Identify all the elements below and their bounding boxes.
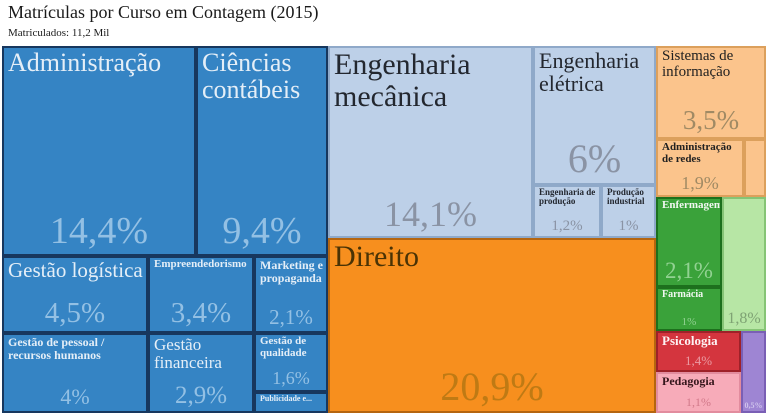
- cell-value: 1%: [681, 316, 697, 328]
- cell-value: 2,1%: [665, 258, 713, 283]
- cell-value: 9,4%: [222, 210, 302, 252]
- treemap-cell-gestao-de-pessoal[interactable]: Gestão de pessoal / recursos humanos 4%: [2, 333, 148, 413]
- treemap-cell-enfermagem[interactable]: Enfermagem 2,1%: [656, 197, 722, 287]
- treemap-area: Administração 14,4% Ciências contábeis 9…: [2, 46, 766, 413]
- cell-value: 6%: [567, 136, 622, 181]
- cell-label: Ciências contábeis: [202, 48, 301, 105]
- treemap-cell-pedagogia[interactable]: Pedagogia 1,1%: [656, 372, 741, 413]
- treemap-cell-engenharia-de-producao[interactable]: Engenharia de produção 1,2%: [533, 185, 601, 238]
- cell-value: 14,4%: [49, 210, 149, 252]
- cell-value: 14,1%: [384, 194, 477, 234]
- cell-label: Direito: [334, 240, 419, 273]
- cell-value: 0,5%: [744, 401, 763, 410]
- cell-value: 1,2%: [551, 218, 583, 234]
- cell-value: 4,5%: [44, 297, 106, 329]
- treemap-cell-administracao[interactable]: Administração 14,4%: [2, 46, 196, 256]
- cell-value: 3,4%: [170, 297, 232, 329]
- treemap-cell-farmacia[interactable]: Farmácia 1%: [656, 287, 722, 331]
- cell-value: 20,9%: [440, 364, 544, 409]
- cell-label: Engenharia elétrica: [539, 48, 640, 97]
- cell-label: Administração: [8, 48, 162, 77]
- cell-value: 1,9%: [681, 173, 719, 193]
- treemap-cell-administracao-de-redes[interactable]: Administração de redes 1,9%: [656, 139, 744, 197]
- cell-label: Enfermagem: [662, 199, 722, 211]
- cell-label: Empreendedorismo: [154, 258, 247, 270]
- cell-label: Administração de redes: [662, 141, 732, 165]
- cell-value: 4%: [60, 384, 90, 409]
- cell-label: Pedagogia: [662, 374, 715, 388]
- cell-label: Gestão de pessoal / recursos humanos: [8, 335, 105, 362]
- treemap-cell-engenharia-eletrica[interactable]: Engenharia elétrica 6%: [533, 46, 656, 185]
- treemap-cell-gestao-logistica[interactable]: Gestão logística 4,5%: [2, 256, 148, 333]
- treemap-cell-unlabeled-peach[interactable]: [744, 139, 766, 197]
- treemap-cell-psicologia[interactable]: Psicologia 1,4%: [656, 331, 741, 372]
- cell-label: Gestão de qualidade: [260, 335, 307, 359]
- chart-subtitle: Matriculados: 11,2 Mil: [8, 27, 110, 39]
- cell-label: Farmácia: [662, 289, 704, 300]
- treemap-cell-marketing-e-propaganda[interactable]: Marketing e propaganda 2,1%: [254, 256, 328, 333]
- cell-value: 2,9%: [174, 382, 228, 409]
- treemap-cell-direito[interactable]: Direito 20,9%: [328, 238, 656, 413]
- cell-value: 1,6%: [272, 368, 310, 388]
- treemap-cell-publicidade[interactable]: Publicidade e...: [254, 392, 328, 413]
- cell-label: Engenharia de produção: [539, 187, 596, 207]
- cell-value: 1,4%: [684, 353, 713, 368]
- cell-value: 1,1%: [686, 395, 711, 409]
- treemap-cell-gestao-financeira[interactable]: Gestão financeira 2,9%: [148, 333, 254, 413]
- cell-value: 1,8%: [727, 310, 761, 327]
- cell-value: 3,5%: [682, 105, 740, 135]
- cell-label: Produção industrial: [607, 187, 645, 207]
- treemap-cell-ciencias-contabeis[interactable]: Ciências contábeis 9,4%: [196, 46, 328, 256]
- cell-label: Psicologia: [662, 333, 718, 348]
- treemap-cell-sistemas-de-informacao[interactable]: Sistemas de informação 3,5%: [656, 46, 766, 139]
- cell-label: Marketing e propaganda: [260, 258, 323, 285]
- cell-label: Publicidade e...: [260, 394, 313, 403]
- cell-label: Gestão financeira: [154, 335, 222, 372]
- chart-title: Matrículas por Curso em Contagem (2015): [8, 2, 319, 22]
- cell-value: 2,1%: [269, 305, 313, 329]
- treemap-cell-unlabeled-purple[interactable]: 0,5%: [741, 331, 766, 413]
- cell-label: Sistemas de informação: [662, 48, 734, 80]
- treemap-cell-unlabeled-light-green[interactable]: 1,8%: [722, 197, 766, 331]
- cell-value: 1%: [618, 218, 639, 234]
- treemap-cell-gestao-de-qualidade[interactable]: Gestão de qualidade 1,6%: [254, 333, 328, 392]
- treemap-cell-engenharia-mecanica[interactable]: Engenharia mecânica 14,1%: [328, 46, 533, 238]
- treemap-cell-empreendedorismo[interactable]: Empreendedorismo 3,4%: [148, 256, 254, 333]
- cell-label: Engenharia mecânica: [334, 48, 471, 113]
- treemap-cell-producao-industrial[interactable]: Produção industrial 1%: [601, 185, 656, 238]
- cell-label: Gestão logística: [8, 258, 143, 282]
